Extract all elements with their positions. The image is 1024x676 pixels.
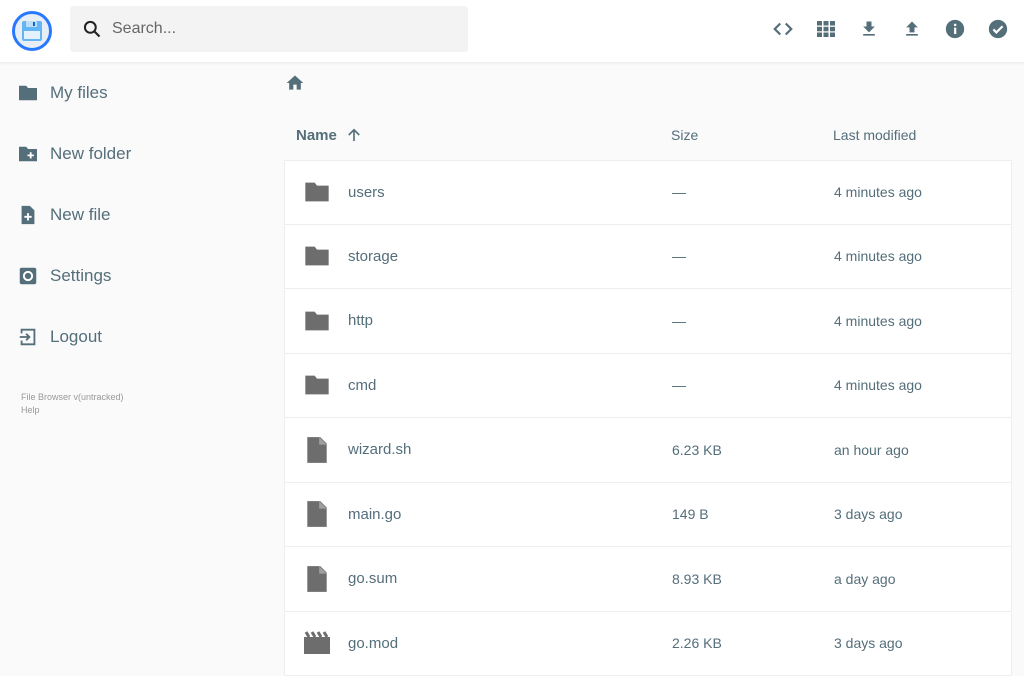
- help-link[interactable]: Help: [21, 404, 270, 417]
- file-modified: 4 minutes ago: [834, 184, 922, 200]
- sidebar-item-label: Logout: [50, 327, 102, 347]
- column-header: Name Size Last modified: [284, 118, 1012, 152]
- sort-by-modified[interactable]: Last modified: [833, 127, 916, 143]
- file-size: 149 B: [672, 506, 834, 522]
- sidebar-item-label: New file: [50, 205, 110, 225]
- file-modified: an hour ago: [834, 442, 909, 458]
- logo[interactable]: [12, 11, 52, 51]
- file-modified: 4 minutes ago: [834, 377, 922, 393]
- file-size: —: [672, 377, 834, 393]
- file-row[interactable]: storage—4 minutes ago: [284, 225, 1012, 290]
- file-size: 8.93 KB: [672, 571, 834, 587]
- sidebar-item-settings[interactable]: Settings: [0, 245, 270, 306]
- folder-icon: [303, 309, 331, 333]
- search-icon: [82, 19, 102, 39]
- folder-icon: [17, 84, 39, 102]
- sidebar-item-label: New folder: [50, 144, 131, 164]
- file-size: —: [672, 313, 834, 329]
- version-text: File Browser v(untracked): [21, 391, 270, 404]
- floppy-disk-icon: [21, 20, 43, 42]
- check-circle-icon[interactable]: [986, 17, 1010, 41]
- upload-icon[interactable]: [900, 17, 924, 41]
- breadcrumb: [285, 73, 305, 98]
- file-size: 6.23 KB: [672, 442, 834, 458]
- file-modified: 3 days ago: [834, 506, 903, 522]
- exit-icon: [17, 326, 39, 348]
- name-column-label: Name: [296, 127, 337, 144]
- file-modified: 3 days ago: [834, 635, 903, 651]
- sidebar-item-label: Settings: [50, 266, 111, 286]
- file-row[interactable]: http—4 minutes ago: [284, 289, 1012, 354]
- sidebar: My files New folder New file Settings Lo…: [0, 62, 270, 417]
- file-icon: [306, 500, 328, 528]
- sidebar-item-label: My files: [50, 83, 108, 103]
- file-row[interactable]: users—4 minutes ago: [284, 160, 1012, 225]
- file-name: main.go: [348, 506, 672, 523]
- file-name: users: [348, 184, 672, 201]
- file-name: go.mod: [348, 635, 672, 652]
- download-icon[interactable]: [857, 17, 881, 41]
- folder-icon: [303, 180, 331, 204]
- sidebar-item-new-file[interactable]: New file: [0, 184, 270, 245]
- file-name: cmd: [348, 377, 672, 394]
- sort-by-name[interactable]: Name: [284, 126, 671, 144]
- code-icon[interactable]: [771, 17, 795, 41]
- file-icon: [306, 436, 328, 464]
- file-icon: [306, 565, 328, 593]
- home-icon[interactable]: [285, 73, 305, 93]
- create-new-folder-icon: [17, 145, 39, 163]
- grid-view-icon[interactable]: [814, 17, 838, 41]
- search-bar[interactable]: [70, 6, 468, 52]
- sort-by-size[interactable]: Size: [671, 127, 833, 143]
- info-icon[interactable]: [943, 17, 967, 41]
- note-add-icon: [17, 204, 39, 226]
- sidebar-item-my-files[interactable]: My files: [0, 62, 270, 123]
- file-name: http: [348, 312, 672, 329]
- header: [0, 0, 1024, 62]
- file-row[interactable]: cmd—4 minutes ago: [284, 354, 1012, 419]
- file-name: go.sum: [348, 570, 672, 587]
- file-size: —: [672, 184, 834, 200]
- file-modified: a day ago: [834, 571, 896, 587]
- arrow-up-icon: [345, 126, 363, 144]
- folder-icon: [303, 244, 331, 268]
- file-size: —: [672, 248, 834, 264]
- file-size: 2.26 KB: [672, 635, 834, 651]
- settings-icon: [17, 265, 39, 287]
- file-name: wizard.sh: [348, 441, 672, 458]
- movie-icon: [303, 631, 331, 655]
- file-name: storage: [348, 248, 672, 265]
- folder-icon: [303, 373, 331, 397]
- file-modified: 4 minutes ago: [834, 313, 922, 329]
- file-modified: 4 minutes ago: [834, 248, 922, 264]
- sidebar-item-new-folder[interactable]: New folder: [0, 123, 270, 184]
- search-input[interactable]: [112, 20, 432, 38]
- sidebar-item-logout[interactable]: Logout: [0, 306, 270, 367]
